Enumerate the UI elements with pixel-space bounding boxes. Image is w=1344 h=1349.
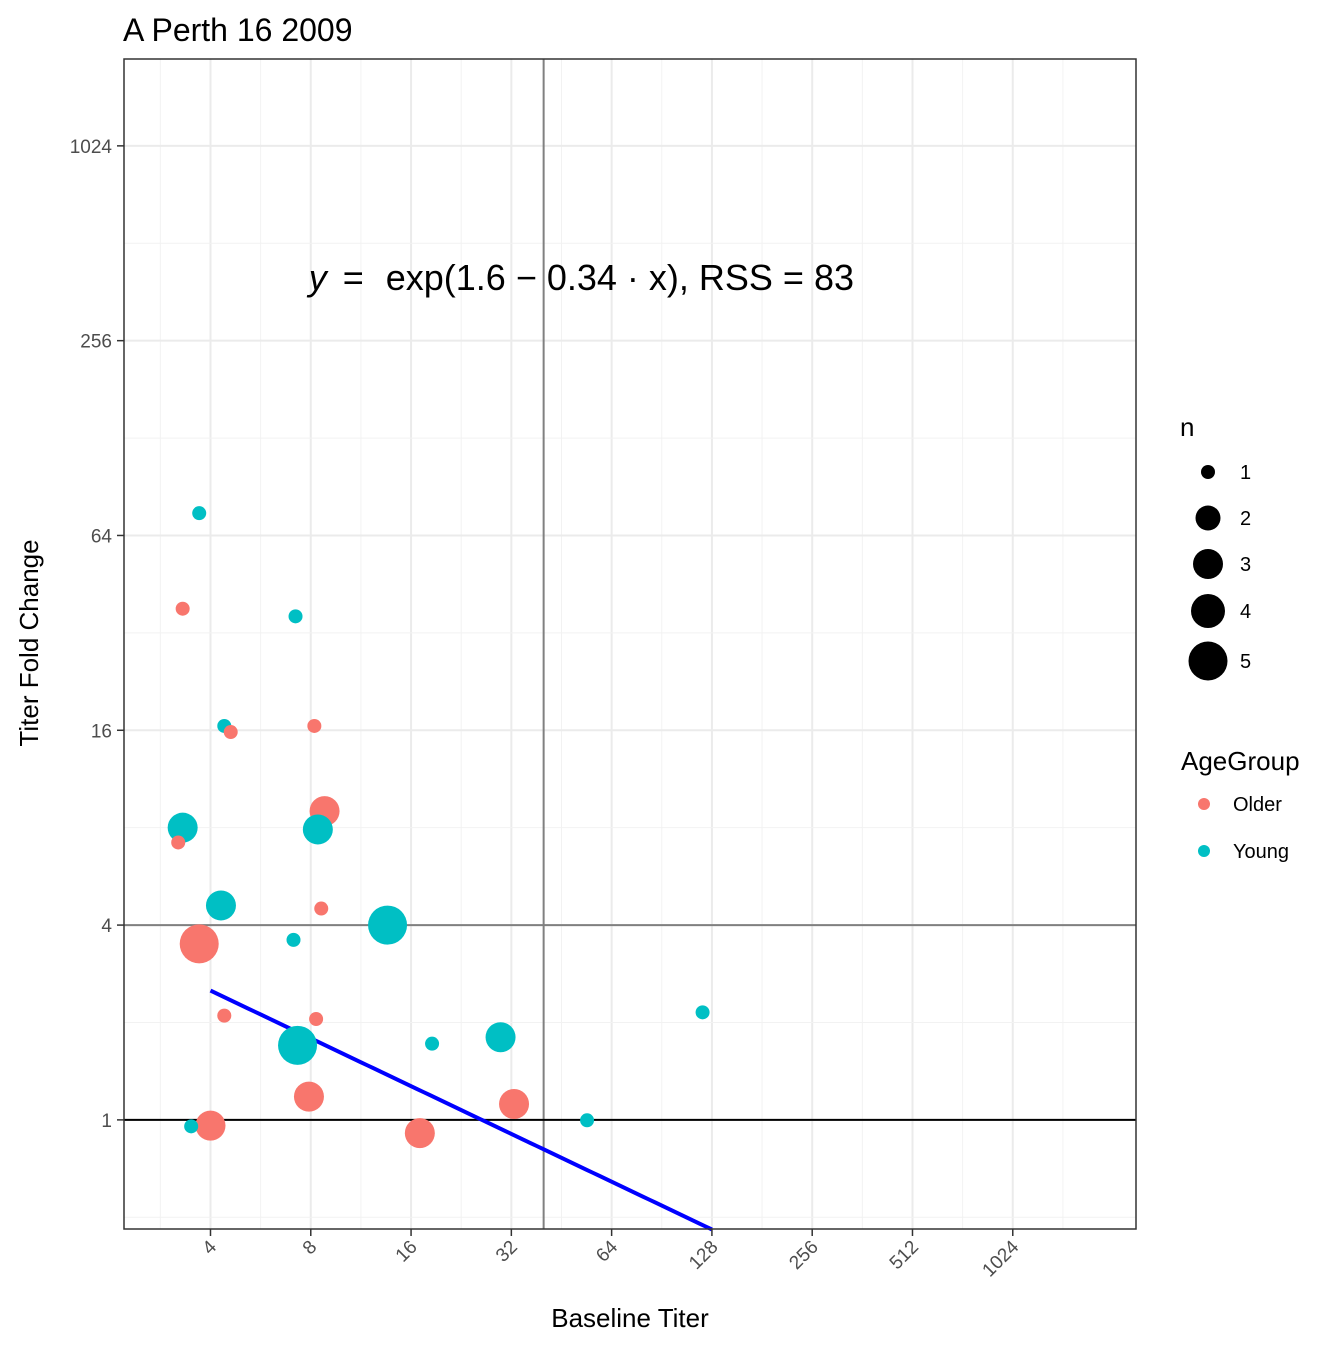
chart-title: A Perth 16 2009 <box>123 12 353 48</box>
data-point <box>695 1005 710 1020</box>
data-point <box>368 905 408 945</box>
panel-border <box>123 58 1137 1230</box>
y-tick-label: 1 <box>101 1111 112 1132</box>
legend-size-label: 5 <box>1240 651 1251 673</box>
legend-color-label: Older <box>1233 794 1282 816</box>
y-axis-ticks: 1 4 16 64 256 1024 <box>70 137 124 1132</box>
legend-size-label: 2 <box>1240 508 1251 530</box>
equation-equals: = <box>343 257 364 298</box>
data-point <box>404 1118 435 1149</box>
y-tick-label: 64 <box>91 526 113 547</box>
legend-color-label: Young <box>1233 841 1289 863</box>
legend-size-key <box>1201 465 1215 479</box>
legend-size-key <box>1193 549 1223 579</box>
data-point <box>184 1119 199 1134</box>
data-point <box>167 812 198 843</box>
data-point <box>286 932 301 947</box>
y-tick-label: 1024 <box>70 137 113 158</box>
data-point <box>175 601 190 616</box>
reference-lines <box>124 59 1136 1229</box>
x-axis-title: Baseline Titer <box>551 1303 709 1333</box>
data-point <box>302 814 333 845</box>
data-point <box>171 835 186 850</box>
legend-size-key <box>1191 594 1225 628</box>
data-point <box>278 1025 318 1065</box>
data-point <box>314 901 329 916</box>
y-axis-title: Titer Fold Change <box>14 539 44 746</box>
legend-size-key <box>1195 505 1221 531</box>
legend-size: n 1 2 3 4 5 <box>1180 412 1251 681</box>
data-point <box>179 924 219 964</box>
data-point <box>205 890 236 921</box>
data-point <box>307 718 322 733</box>
data-point <box>499 1088 530 1119</box>
data-point <box>223 725 238 740</box>
y-tick-label: 16 <box>91 721 112 742</box>
data-point <box>192 506 207 521</box>
data-point <box>217 1008 232 1023</box>
equation-lhs: y <box>306 257 329 298</box>
data-point <box>288 609 303 624</box>
legend-color: AgeGroup Older Young <box>1181 746 1300 863</box>
y-tick-label: 256 <box>80 332 112 353</box>
legend-size-label: 4 <box>1240 601 1251 623</box>
equation-rhs: exp(1.6 − 0.34 · x), RSS = 83 <box>386 257 854 298</box>
legend-size-key <box>1188 641 1228 681</box>
data-point <box>309 1012 324 1027</box>
legend-size-label: 3 <box>1240 554 1251 576</box>
legend-size-title: n <box>1180 412 1194 442</box>
legend-color-title: AgeGroup <box>1181 746 1300 776</box>
y-tick-label: 4 <box>101 916 112 937</box>
data-point <box>485 1022 516 1053</box>
data-point <box>580 1113 595 1128</box>
legend-color-key <box>1198 845 1210 857</box>
points-layer <box>167 506 710 1149</box>
legend-size-label: 1 <box>1240 462 1251 484</box>
data-point <box>195 1110 226 1141</box>
data-point <box>293 1081 324 1112</box>
equation-annotation: y = exp(1.6 − 0.34 · x), RSS = 83 <box>306 257 854 298</box>
legend-color-key <box>1198 798 1210 810</box>
data-point <box>425 1036 440 1051</box>
